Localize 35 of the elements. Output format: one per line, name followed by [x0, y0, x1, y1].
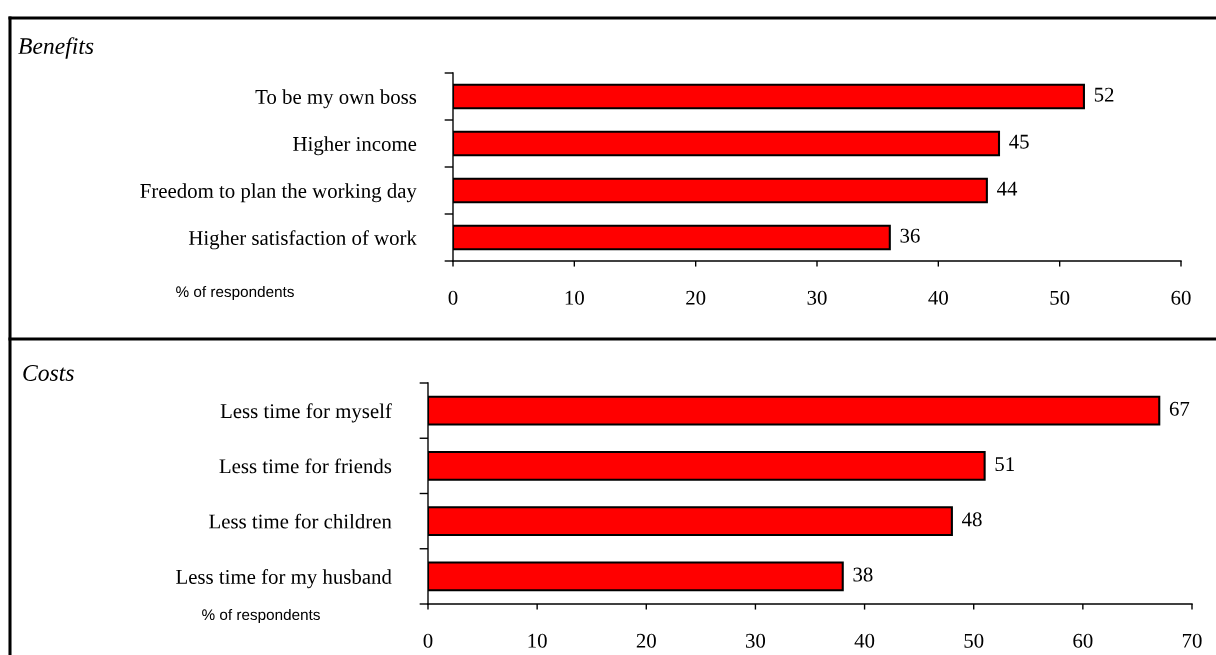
x-tick-label: 60 [1171, 290, 1191, 305]
data-label: 44 [997, 181, 1018, 196]
x-tick-label: 50 [1050, 290, 1070, 305]
x-tick-label: 40 [928, 290, 948, 305]
y-tick-label: Less time for my husband [176, 569, 392, 589]
data-label: 67 [1169, 401, 1190, 416]
data-label: 48 [962, 512, 982, 527]
x-tick-label: 40 [854, 633, 875, 648]
x-tick-label: 0 [423, 633, 433, 648]
y-tick-label: Higher income [293, 136, 417, 156]
data-label: 45 [1009, 134, 1029, 149]
data-label: 36 [900, 228, 920, 243]
x-tick-label: 20 [636, 633, 656, 648]
x-tick-label: 50 [964, 633, 984, 648]
x-tick-label: 10 [528, 633, 547, 648]
y-tick-label: Higher satisfaction of work [188, 230, 417, 250]
y-tick-label: Less time for friends [219, 458, 392, 474]
x-tick-label: 30 [746, 633, 766, 648]
y-tick-label: Freedom to plan the working day [140, 183, 417, 203]
data-label: 52 [1094, 87, 1114, 102]
y-tick-label: Less time for children [209, 513, 392, 529]
text: Benefits [18, 37, 94, 59]
data-label: 38 [853, 567, 873, 582]
x-tick-label: 10 [565, 290, 584, 305]
y-tick-label: To be my own boss [255, 89, 417, 109]
x-tick-label: 60 [1073, 633, 1093, 648]
y-tick-label: Less time for myself [220, 403, 392, 423]
data-label: 51 [995, 457, 1014, 472]
text: Costs [23, 365, 74, 381]
x-tick-label: 30 [807, 290, 827, 305]
x-axis-title: % of respondents [202, 608, 320, 624]
x-axis-title: % of respondents [176, 285, 294, 301]
x-tick-label: 0 [448, 290, 458, 305]
x-tick-label: 70 [1182, 633, 1202, 648]
x-tick-label: 20 [686, 290, 706, 305]
